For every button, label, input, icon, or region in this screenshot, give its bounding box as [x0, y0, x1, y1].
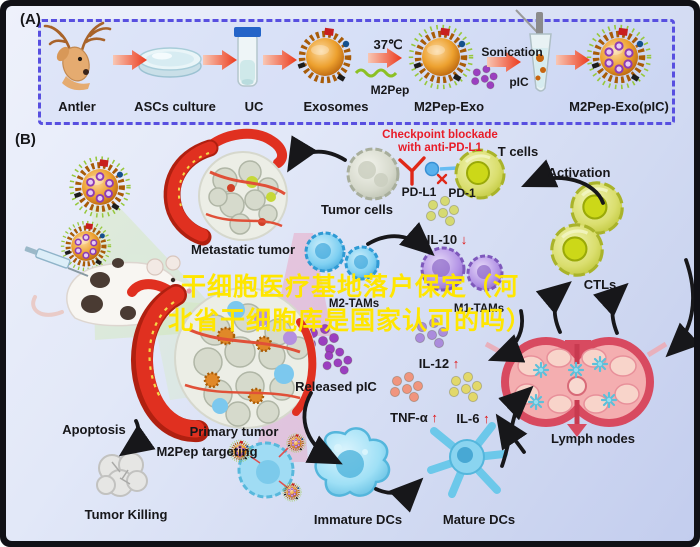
label-ascs-culture: ASCs culture [134, 99, 216, 114]
figure-canvas: (A) (B) Antler ASCs culture UC Exosomes … [6, 6, 694, 541]
label-activation: Activation [547, 165, 611, 180]
il6-dots [448, 371, 483, 403]
petri-dish-icon [138, 47, 202, 78]
label-pd-l1: PD-L1 [401, 185, 437, 199]
panel-a-tag: (A) [20, 11, 41, 28]
label-m2pep: M2Pep [370, 83, 410, 97]
watermark-line-2: 北省干细胞库是国家认可的吗） [167, 306, 532, 335]
label-mature-dcs: Mature DCs [442, 512, 516, 527]
flow-arrows [118, 135, 694, 513]
label-primary-tumor: Primary tumor [189, 424, 279, 439]
pd-l1-antibody-icon [398, 156, 458, 186]
m2pep-exo-icon [411, 27, 471, 87]
uc-tube-icon [234, 27, 261, 87]
blocked-x-icon [436, 173, 448, 185]
immature-dc-icon [314, 427, 391, 497]
label-checkpoint-2: with anti-PD-L1 [398, 142, 482, 154]
il12-up-arrow-icon: ↑ [452, 356, 460, 371]
tnfa-text: TNF-α [390, 410, 428, 425]
tnfa-up-arrow-icon: ↑ [431, 410, 438, 425]
figure-graphics [24, 9, 694, 513]
label-il10: IL-10 ↓ [426, 232, 468, 247]
sonication-tube-icon [515, 9, 552, 92]
il10-down-arrow-icon: ↓ [460, 232, 468, 247]
label-il6: IL-6 ↑ [456, 411, 490, 426]
il6-text: IL-6 [456, 411, 480, 426]
label-pd-1: PD-1 [448, 186, 476, 200]
panel-b-tag: (B) [15, 131, 36, 148]
label-il12: IL-12 ↑ [418, 356, 460, 371]
label-m1-tams: M1-TAMs [453, 303, 505, 315]
il12-text: IL-12 [418, 356, 450, 371]
label-sonication: Sonication [481, 45, 543, 59]
tnfa-dots [389, 371, 424, 403]
primary-tumor-icon [127, 279, 317, 443]
syringe-icon [24, 246, 89, 277]
label-released-pic: Released pIC [295, 379, 377, 394]
il10-text: IL-10 [426, 232, 458, 247]
m2pep-squiggle [354, 68, 398, 78]
il10-dots [425, 195, 460, 227]
tumor-cell-icon [346, 147, 400, 201]
label-antler: Antler [58, 99, 96, 114]
label-37c: 37℃ [373, 37, 403, 52]
label-m2-tams: M2-TAMs [328, 298, 380, 310]
label-checkpoint-1: Checkpoint blockade [382, 129, 498, 141]
m2pep-targeting-icon [230, 434, 306, 501]
tumor-killing-cell-icon [96, 452, 148, 497]
watermark-line-1: 干细胞医疗基地落户保定（河 [180, 272, 519, 301]
label-apoptosis: Apoptosis [62, 422, 126, 437]
mature-dc-icon [427, 422, 508, 498]
released-pic-dots-2 [322, 347, 353, 375]
il6-up-arrow-icon: ↑ [483, 411, 490, 426]
label-m2pep-exo: M2Pep-Exo [413, 99, 485, 114]
label-pic: pIC [509, 75, 529, 89]
metastatic-tumor-icon [163, 128, 288, 246]
label-exosomes: Exosomes [303, 99, 369, 114]
label-tumor-cells: Tumor cells [320, 202, 394, 217]
m1-tams-icon [420, 246, 504, 292]
label-tumor-killing: Tumor Killing [84, 507, 168, 522]
label-lymph-nodes: Lymph nodes [550, 431, 636, 446]
label-m2pep-targeting: M2Pep targeting [156, 444, 258, 459]
m2pep-exo-pic-icon [589, 27, 649, 87]
label-uc: UC [244, 99, 264, 114]
antler-icon [43, 21, 112, 91]
pic-dots-icon [471, 65, 498, 90]
m2-tams-icon [304, 231, 380, 281]
label-tnfa: TNF-α ↑ [390, 410, 438, 425]
label-metastatic-tumor: Metastatic tumor [190, 242, 296, 257]
exosome-icon [298, 28, 350, 82]
label-immature-dcs: Immature DCs [313, 512, 403, 527]
label-t-cells: T cells [497, 144, 539, 159]
label-m2pep-exo-pic: M2Pep-Exo(pIC) [569, 99, 669, 114]
